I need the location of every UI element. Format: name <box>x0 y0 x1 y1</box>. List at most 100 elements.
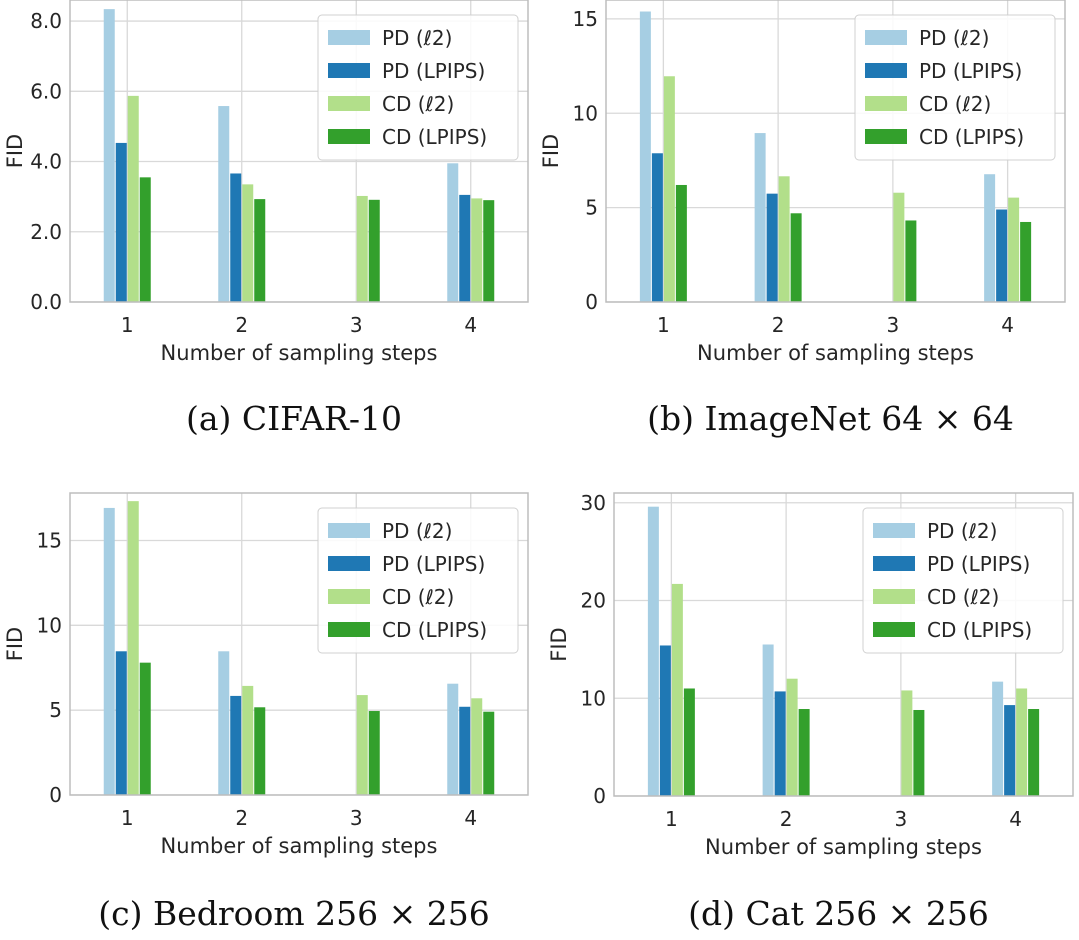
bar-1-step-4 <box>984 174 996 302</box>
bar-2-step-4 <box>459 706 471 795</box>
bar-1-step-2 <box>218 651 230 795</box>
y-tick-label: 6.0 <box>30 79 62 103</box>
y-tick-label: 0 <box>49 783 62 807</box>
y-tick-label: 5 <box>49 698 62 722</box>
x-tick-label: 4 <box>1001 313 1014 337</box>
y-axis-label: FID <box>547 627 571 661</box>
legend-entry: CD (LPIPS) <box>919 125 1024 149</box>
legend-swatch <box>328 96 370 111</box>
bar-3-step-1 <box>127 95 139 303</box>
legend-swatch <box>328 63 370 78</box>
chart-panel-2: 0 5 10 15 1 2 3 4 Number of sampling steps FID PD … <box>539 0 1066 438</box>
y-tick-label: 0.0 <box>30 290 62 314</box>
panel-caption: (d) Cat 256 × 256 <box>688 894 989 933</box>
y-tick-label: 2.0 <box>30 220 62 244</box>
legend-entry: CD (LPIPS) <box>927 618 1032 642</box>
legend-swatch <box>873 589 915 604</box>
bar-3-step-3 <box>901 690 913 796</box>
x-tick-label: 2 <box>235 313 248 337</box>
bar-3-step-3 <box>356 195 368 302</box>
x-tick-label: 1 <box>665 807 678 831</box>
legend: PD (ℓ2) PD (LPIPS) CD (ℓ2) CD (LPIPS) <box>862 507 1064 654</box>
legend-swatch <box>328 30 370 45</box>
bar-3-step-4 <box>1008 197 1020 302</box>
bar-1-step-2 <box>218 106 230 302</box>
y-tick-label: 8.0 <box>30 9 62 33</box>
plot-frame <box>69 492 529 796</box>
bar-1-step-4 <box>447 683 459 795</box>
bar-3-step-2 <box>242 685 254 795</box>
legend: PD (ℓ2) PD (LPIPS) CD (ℓ2) CD (LPIPS) <box>854 14 1056 161</box>
chart-panel-1: 0.0 2.0 4.0 6.0 8.0 1 2 3 4 Number of sampling st… <box>3 0 529 438</box>
plot-frame <box>605 0 1066 303</box>
bar-3-step-4 <box>1016 688 1028 796</box>
legend-entry: CD (ℓ2) <box>919 92 991 116</box>
x-tick-label: 2 <box>780 807 793 831</box>
y-tick-label: 4.0 <box>30 150 62 174</box>
y-tick-label: 15 <box>573 7 598 31</box>
y-tick-label: 0 <box>585 290 598 314</box>
bar-4-step-4 <box>1020 221 1032 302</box>
panel-caption: (b) ImageNet 64 × 64 <box>647 399 1014 438</box>
bar-2-step-1 <box>659 645 671 796</box>
legend-entry: PD (ℓ2) <box>919 26 989 50</box>
y-tick-label: 10 <box>37 613 62 637</box>
bar-4-step-2 <box>790 213 802 302</box>
legend-swatch <box>865 30 907 45</box>
y-tick-label: 20 <box>581 589 606 613</box>
bar-1-step-4 <box>992 681 1004 796</box>
bar-2-step-2 <box>230 695 242 795</box>
legend-box <box>317 14 519 161</box>
bar-3-step-1 <box>127 501 139 795</box>
legend-swatch <box>865 96 907 111</box>
bar-3-step-4 <box>471 698 483 795</box>
legend-entry: CD (LPIPS) <box>382 125 487 149</box>
y-tick-label: 10 <box>573 101 598 125</box>
legend-swatch <box>328 523 370 538</box>
bar-4-step-4 <box>1028 709 1040 796</box>
bar-3-step-3 <box>356 695 368 795</box>
bar-4-step-1 <box>675 184 687 302</box>
bar-1-step-1 <box>647 506 659 796</box>
y-axis-label: FID <box>3 627 27 661</box>
x-tick-label: 1 <box>121 313 134 337</box>
bar-2-step-2 <box>774 691 786 796</box>
x-tick-label: 3 <box>887 313 900 337</box>
y-tick-label: 10 <box>581 686 606 710</box>
legend-swatch <box>873 556 915 571</box>
bar-4-step-3 <box>368 199 380 302</box>
bar-2-step-2 <box>230 173 242 302</box>
legend-swatch <box>328 129 370 144</box>
bar-1-step-1 <box>103 507 115 795</box>
chart-panel-3: 0 5 10 15 1 2 3 4 Number of sampling steps FID PD … <box>3 492 529 933</box>
legend-entry: PD (LPIPS) <box>382 59 485 83</box>
legend-swatch <box>873 523 915 538</box>
legend-entry: CD (ℓ2) <box>382 585 454 609</box>
plot-frame <box>69 0 529 303</box>
x-tick-label: 1 <box>121 806 134 830</box>
x-axis-label: Number of sampling steps <box>705 835 982 859</box>
legend-box <box>854 14 1056 161</box>
chart-panel-4: 0 10 20 30 1 2 3 4 Number of sampling steps FID PD… <box>547 491 1074 933</box>
x-tick-label: 4 <box>464 806 477 830</box>
bar-4-step-1 <box>139 662 151 795</box>
x-tick-label: 2 <box>772 313 785 337</box>
x-axis-label: Number of sampling steps <box>161 341 438 365</box>
bar-3-step-2 <box>242 184 254 302</box>
legend-entry: PD (LPIPS) <box>382 552 485 576</box>
panel-caption: (a) CIFAR-10 <box>186 399 402 438</box>
legend-box <box>317 507 519 654</box>
bar-4-step-3 <box>913 709 925 796</box>
bar-2-step-1 <box>115 651 127 795</box>
bar-1-step-1 <box>639 11 651 302</box>
x-tick-label: 1 <box>657 313 670 337</box>
legend-entry: CD (ℓ2) <box>927 585 999 609</box>
legend-swatch <box>328 622 370 637</box>
legend-swatch <box>873 622 915 637</box>
plot-frame <box>613 492 1074 797</box>
y-tick-label: 30 <box>581 491 606 515</box>
x-tick-label: 3 <box>895 807 908 831</box>
legend: PD (ℓ2) PD (LPIPS) CD (ℓ2) CD (LPIPS) <box>317 507 519 654</box>
bar-3-step-3 <box>893 192 905 302</box>
